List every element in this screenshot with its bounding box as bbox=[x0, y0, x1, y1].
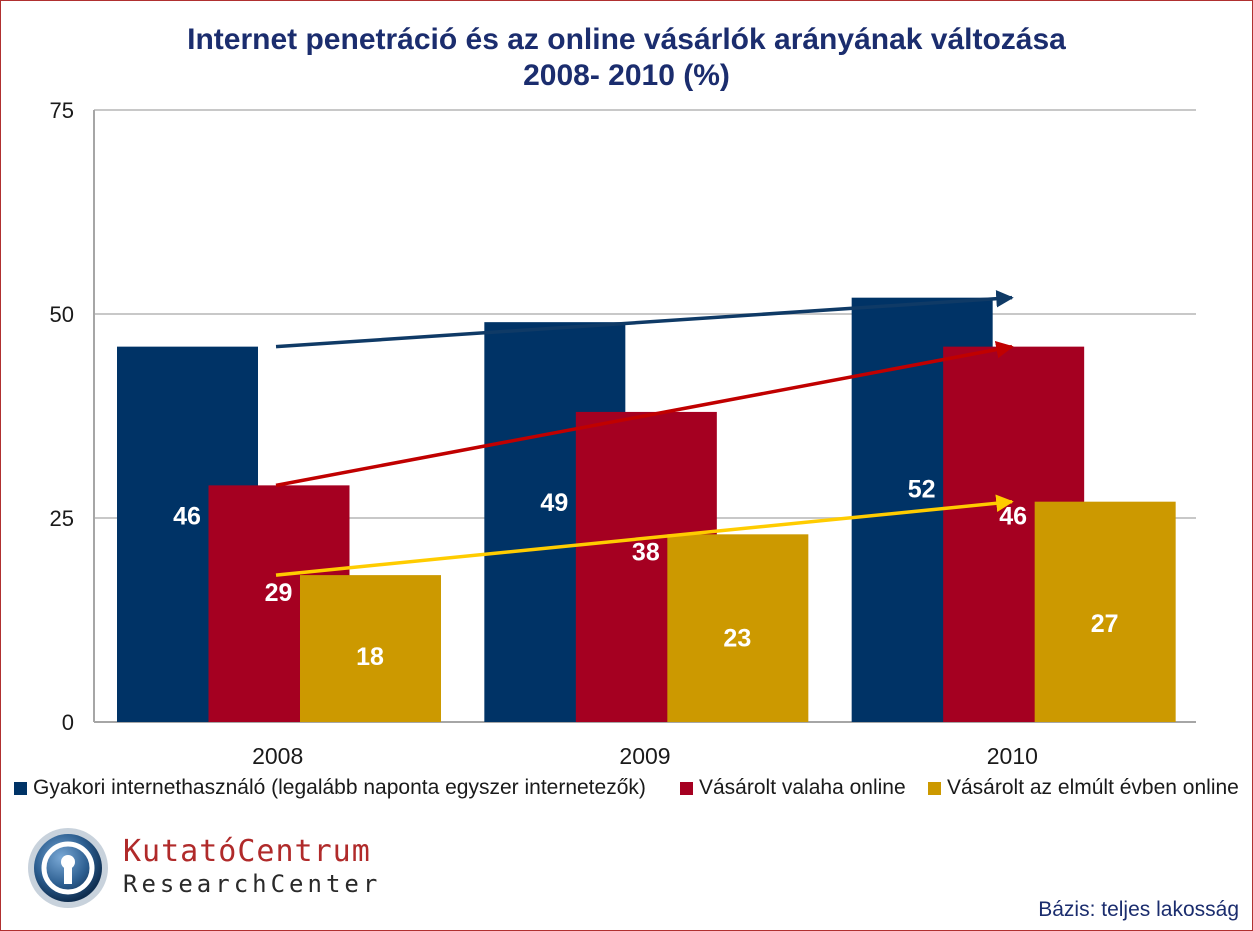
y-tick-label: 50 bbox=[50, 302, 74, 327]
trend-arrow-series-0 bbox=[275, 289, 1014, 349]
legend-swatch bbox=[928, 782, 941, 795]
bar-2010-series-2 bbox=[1034, 501, 1176, 722]
data-label-2008-series-2: 18 bbox=[356, 643, 384, 671]
data-label-2009-series-2: 23 bbox=[723, 625, 751, 653]
trend-arrow-series-2 bbox=[275, 494, 1014, 577]
trend-arrow-series-1 bbox=[275, 340, 1014, 488]
x-tick-label: 2010 bbox=[987, 743, 1038, 769]
legend-label: Vásárolt az elmúlt évben online bbox=[947, 776, 1239, 799]
chart-title-line2: 2008- 2010 (%) bbox=[523, 59, 730, 92]
data-label-2008-series-0: 46 bbox=[173, 503, 201, 531]
kutatocentrum-logo: KutatóCentrum ResearchCenter bbox=[26, 826, 426, 911]
data-label-2008-series-1: 29 bbox=[265, 579, 293, 607]
y-tick-label: 25 bbox=[50, 506, 74, 531]
y-tick-label: 75 bbox=[50, 98, 74, 123]
data-label-2010-series-2: 27 bbox=[1091, 610, 1119, 638]
legend-swatch bbox=[14, 782, 27, 795]
chart-title-line1: Internet penetráció és az online vásárló… bbox=[187, 23, 1066, 56]
data-label-2009-series-1: 38 bbox=[632, 538, 660, 566]
bar-2009-series-2 bbox=[667, 534, 809, 722]
keyhole-logo-icon bbox=[28, 828, 108, 908]
bar-2008-series-2 bbox=[300, 575, 441, 722]
legend-label: Vásárolt valaha online bbox=[699, 776, 906, 799]
x-tick-label: 2008 bbox=[252, 743, 303, 769]
data-label-2010-series-1: 46 bbox=[999, 503, 1027, 531]
x-tick-label: 2009 bbox=[619, 743, 670, 769]
base-footnote: Bázis: teljes lakosság bbox=[1038, 898, 1239, 921]
data-label-2009-series-0: 49 bbox=[540, 489, 568, 517]
legend-label: Gyakori internethasználó (legalább napon… bbox=[33, 776, 646, 799]
y-tick-label: 0 bbox=[62, 710, 74, 735]
data-label-2010-series-0: 52 bbox=[908, 476, 936, 504]
legend-swatch bbox=[680, 782, 693, 795]
logo-name-line2: ResearchCenter bbox=[123, 870, 382, 898]
logo-name-line1: KutatóCentrum bbox=[123, 834, 371, 869]
